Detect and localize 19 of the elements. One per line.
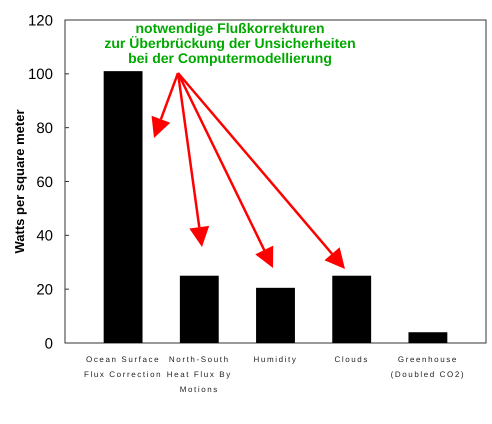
y-tick-label: 100	[28, 66, 53, 84]
bar	[104, 71, 143, 343]
y-tick-label: 0	[44, 335, 53, 352]
x-tick-label: Greenhouse (Doubled CO2)	[390, 355, 466, 379]
y-tick-label: 120	[28, 12, 53, 30]
x-tick-label: Humidity	[254, 355, 298, 364]
bar	[332, 276, 372, 343]
x-tick-label: Ocean Surface Flux Correction	[84, 355, 162, 379]
y-tick-label: 60	[36, 174, 53, 191]
x-tick-label: Clouds	[334, 355, 369, 364]
annotation: notwendige Flußkorrekturen zur Überbrückung der Unsicherheiten bei der Computermodellierung	[104, 20, 356, 66]
x-tick-label: North-South Heat Flux By Motions	[166, 355, 232, 394]
y-tick-label: 80	[36, 120, 53, 138]
bar	[408, 332, 448, 343]
y-tick-label: 40	[36, 228, 53, 245]
bar	[180, 276, 219, 343]
y-tick-label: 20	[36, 282, 53, 299]
y-axis-title: Watts per square meter	[12, 109, 27, 254]
bar	[256, 288, 295, 343]
